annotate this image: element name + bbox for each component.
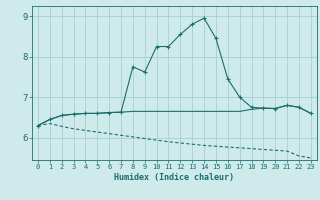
X-axis label: Humidex (Indice chaleur): Humidex (Indice chaleur) (115, 173, 234, 182)
